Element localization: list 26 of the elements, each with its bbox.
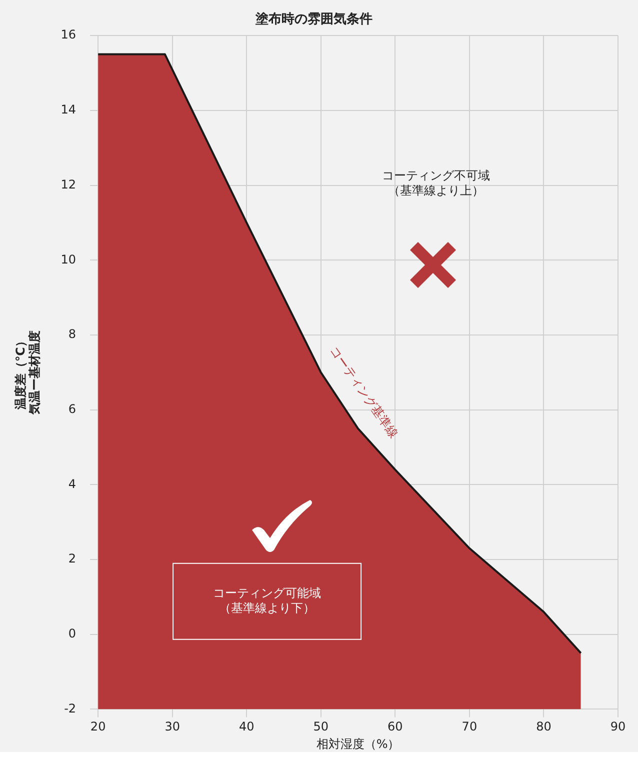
y-tick-label: 8 [68, 327, 76, 342]
y-tick-label: 12 [60, 177, 76, 192]
x-tick-label: 90 [610, 720, 626, 734]
y-tick-label: 10 [60, 252, 76, 266]
x-tick-label: 30 [164, 720, 180, 734]
x-tick-label: 80 [536, 720, 552, 734]
chart-title: 塗布時の雰囲気条件 [254, 12, 372, 28]
x-tick-label: 70 [462, 720, 478, 734]
x-tick-label: 50 [313, 720, 329, 734]
annotation: コーティング不可域 [382, 168, 490, 183]
x-tick-label: 40 [238, 720, 254, 734]
y-tick-label: 2 [68, 552, 76, 566]
annotation: コーティング基準線 [327, 344, 401, 440]
x-tick-label: 60 [388, 720, 403, 734]
annotation: コーティング可能域 [213, 586, 322, 600]
y-axis-title: 温度差（℃）気温ー基材温度 [13, 330, 42, 416]
y-tick-label: 0 [68, 626, 76, 640]
x-axis-title: 相対湿度（%） [316, 736, 400, 751]
annotation: （基準線より下） [219, 600, 316, 615]
x-tick-label: 20 [90, 720, 106, 734]
y-tick-label: 14 [60, 102, 76, 117]
annotation: （基準線より上） [388, 183, 484, 198]
y-tick-label: 16 [60, 28, 76, 42]
y-tick-label: 4 [68, 476, 76, 491]
y-tick-label: 6 [68, 402, 76, 416]
y-tick-label: -2 [64, 701, 76, 716]
